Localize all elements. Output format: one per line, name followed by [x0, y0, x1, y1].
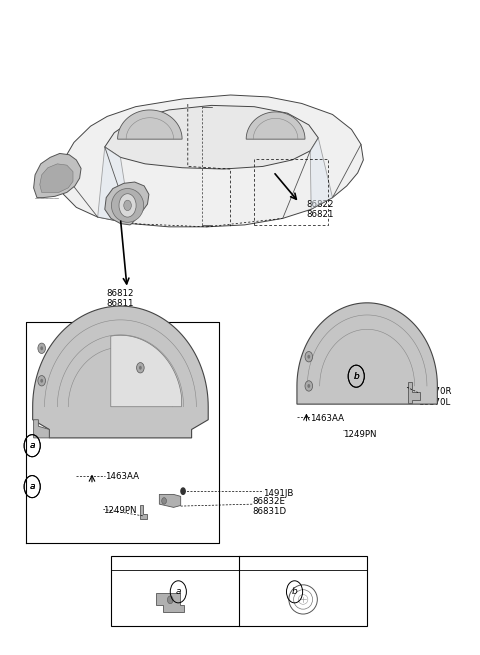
Circle shape — [119, 194, 136, 217]
Text: a: a — [29, 482, 35, 491]
Polygon shape — [408, 382, 420, 403]
Text: 1491JB: 1491JB — [263, 489, 293, 498]
Text: 1463AA: 1463AA — [310, 414, 344, 423]
Text: a: a — [29, 482, 35, 491]
Polygon shape — [105, 105, 318, 169]
Circle shape — [139, 365, 142, 369]
Polygon shape — [105, 182, 149, 225]
Text: a: a — [29, 441, 35, 450]
Text: a: a — [176, 588, 181, 596]
Bar — [111, 556, 367, 626]
Circle shape — [305, 352, 312, 362]
Circle shape — [305, 381, 312, 391]
Text: b: b — [353, 371, 359, 381]
Text: 86870R
86870L: 86870R 86870L — [418, 387, 451, 407]
Polygon shape — [246, 112, 305, 139]
Polygon shape — [34, 153, 81, 198]
Polygon shape — [59, 95, 363, 227]
Text: b: b — [353, 371, 359, 381]
Circle shape — [38, 343, 46, 354]
Text: 84124A: 84124A — [310, 588, 344, 596]
Circle shape — [180, 487, 186, 495]
Polygon shape — [118, 110, 182, 139]
Circle shape — [124, 200, 132, 211]
Polygon shape — [156, 593, 183, 612]
Polygon shape — [33, 306, 208, 438]
Circle shape — [307, 355, 310, 359]
Text: 86822
86821: 86822 86821 — [306, 200, 334, 219]
Polygon shape — [297, 303, 437, 404]
Text: 1249PN: 1249PN — [103, 506, 137, 515]
Polygon shape — [159, 495, 180, 508]
Circle shape — [307, 384, 310, 388]
Circle shape — [137, 363, 144, 373]
Polygon shape — [97, 147, 131, 223]
Polygon shape — [310, 138, 333, 210]
Polygon shape — [40, 164, 73, 193]
Text: 1463AA: 1463AA — [105, 472, 139, 481]
Circle shape — [168, 596, 173, 604]
Circle shape — [162, 498, 167, 504]
Polygon shape — [140, 505, 147, 519]
Text: 86812
86811: 86812 86811 — [106, 289, 134, 308]
Circle shape — [38, 375, 46, 386]
Polygon shape — [34, 420, 49, 438]
Ellipse shape — [111, 189, 144, 222]
Text: 1249PN: 1249PN — [343, 430, 377, 439]
Text: 86835A: 86835A — [193, 588, 227, 596]
Polygon shape — [111, 335, 181, 407]
Text: 86832E
86831D: 86832E 86831D — [252, 497, 287, 516]
Text: a: a — [29, 441, 35, 450]
Circle shape — [40, 379, 43, 383]
Circle shape — [40, 346, 43, 350]
Text: b: b — [292, 588, 298, 596]
